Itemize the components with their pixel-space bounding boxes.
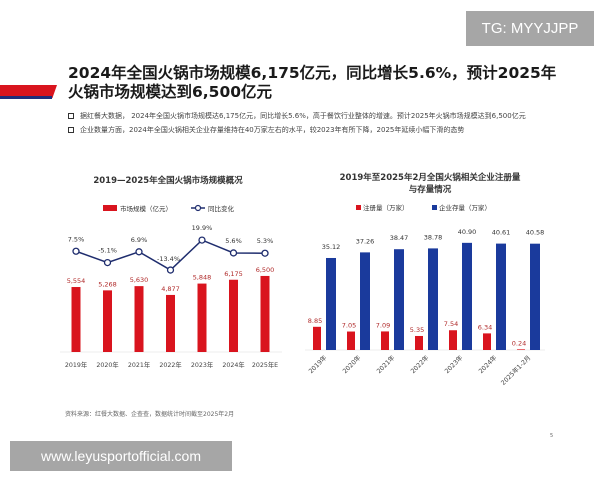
line-point <box>135 248 143 256</box>
bar-label: 35.12 <box>322 243 341 251</box>
bullet-item: 据红餐大数据， 2024年全国火锅市场规模达6,175亿元，同比增长5.6%，高… <box>68 112 558 121</box>
x-tick-label: 2023年 <box>191 360 213 369</box>
bar <box>229 279 238 352</box>
x-tick-label: 2020年 <box>96 360 118 369</box>
x-tick-label: 2022年 <box>159 360 181 369</box>
line-point <box>198 236 206 244</box>
bar-label: 5,848 <box>193 274 212 282</box>
bar-registrations <box>449 330 457 350</box>
bar-label: 5.35 <box>410 326 424 334</box>
legend-label: 企业存量（万家） <box>439 203 491 212</box>
line-point <box>229 249 238 257</box>
bar-stock <box>462 242 472 350</box>
bar-label: 40.58 <box>526 229 545 237</box>
bar-label: 38.47 <box>390 234 409 242</box>
line-label: 19.9% <box>192 224 213 232</box>
bar-registrations <box>313 326 321 350</box>
header-stripe-accent <box>0 96 52 99</box>
x-tick-label: 2024年 <box>222 360 244 369</box>
bar-label: 6.34 <box>478 323 492 331</box>
bar-stock <box>360 252 370 350</box>
square-bullet-icon <box>68 127 74 133</box>
bullet-text: 企业数量方面，2024年全国火锅相关企业存量维持在40万家左右的水平，较2023… <box>80 126 465 134</box>
legend-label: 市场规模（亿元） <box>120 204 172 213</box>
legend-swatch <box>432 205 437 210</box>
bar-label: 5,630 <box>130 276 149 284</box>
x-tick-label: 2020年 <box>340 353 362 375</box>
source-note: 资料来源：红餐大数据、企查查，数据统计时间截至2025年2月 <box>65 411 235 418</box>
page-title: 2024年全国火锅市场规模6,175亿元，同比增长5.6%，预计2025年火锅市… <box>68 64 557 101</box>
line-point <box>103 258 112 267</box>
bar-label: 37.26 <box>356 237 375 245</box>
bullet-text: 据红餐大数据， 2024年全国火锅市场规模达6,175亿元，同比增长5.6%，高… <box>80 112 526 120</box>
bar-registrations <box>381 331 389 350</box>
line-label: -5.1% <box>98 247 117 255</box>
bar-label: 4,877 <box>161 285 180 293</box>
bar-registrations <box>517 349 525 350</box>
legend-marker <box>194 204 202 212</box>
line-label: 5.6% <box>225 237 242 245</box>
bar <box>166 294 175 352</box>
bar <box>71 287 81 352</box>
bar-label: 5,554 <box>67 277 86 285</box>
bar-stock <box>530 243 540 350</box>
line-point <box>166 266 175 274</box>
bar <box>260 275 270 352</box>
bar-label: 7.05 <box>342 322 356 330</box>
line-label: -13.4% <box>157 255 180 263</box>
x-tick-label: 2021年 <box>128 360 150 369</box>
watermark-website: www.leyusportofficial.com <box>10 441 232 471</box>
x-tick-label: 2019年 <box>306 353 328 375</box>
x-tick-label: 2025年E <box>252 360 278 369</box>
line-label: 7.5% <box>68 235 85 243</box>
bullet-list: 据红餐大数据， 2024年全国火锅市场规模达6,175亿元，同比增长5.6%，高… <box>68 112 558 140</box>
legend-label: 同比变化 <box>208 204 235 213</box>
bullet-item: 企业数量方面，2024年全国火锅相关企业存量维持在40万家左右的水平，较2023… <box>68 126 558 135</box>
header-stripe <box>0 85 57 98</box>
line-label: 6.9% <box>131 236 148 244</box>
bar-stock <box>326 257 336 350</box>
bar-stock <box>394 249 404 350</box>
page-number: 5 <box>550 433 554 439</box>
bar-registrations <box>347 331 355 350</box>
bar-label: 0.24 <box>512 339 526 347</box>
legend-label: 注册量（万家） <box>363 203 409 212</box>
bar-registrations <box>415 335 423 350</box>
bar-label: 38.78 <box>424 233 443 241</box>
x-tick-label: 2025年1-2月 <box>499 353 533 387</box>
watermark-tg: TG: MYYJJPP <box>466 11 594 46</box>
bar-stock <box>496 243 506 350</box>
square-bullet-icon <box>68 113 74 119</box>
bar-stock <box>428 248 438 350</box>
line-label: 5.3% <box>257 237 274 245</box>
bar-label: 7.54 <box>444 320 458 328</box>
line-point <box>72 247 80 255</box>
bar <box>103 290 112 352</box>
bar-label: 7.09 <box>376 321 390 329</box>
x-tick-label: 2022年 <box>408 353 430 375</box>
x-tick-label: 2024年 <box>476 353 498 375</box>
chart-title: 2019—2025年全国火锅市场规模概况 <box>93 175 243 186</box>
legend-swatch-bar <box>103 205 117 211</box>
chart-title-companies: 2019年至2025年2月全国火锅相关企业注册量与存量情况 <box>339 173 521 195</box>
bar-label: 8.85 <box>308 317 322 325</box>
bar-label: 40.61 <box>492 229 511 237</box>
x-tick-label: 2019年 <box>65 360 87 369</box>
bar-label: 5,268 <box>98 280 117 288</box>
bar-label: 40.90 <box>458 228 477 236</box>
x-tick-label: 2023年 <box>442 353 464 375</box>
line-point <box>261 249 269 257</box>
bar <box>197 283 207 352</box>
bar-registrations <box>483 333 491 350</box>
bar <box>134 286 144 352</box>
bar-label: 6,175 <box>224 270 243 278</box>
x-tick-label: 2021年 <box>374 353 396 375</box>
legend-swatch <box>356 205 361 210</box>
bar-label: 6,500 <box>256 266 275 274</box>
